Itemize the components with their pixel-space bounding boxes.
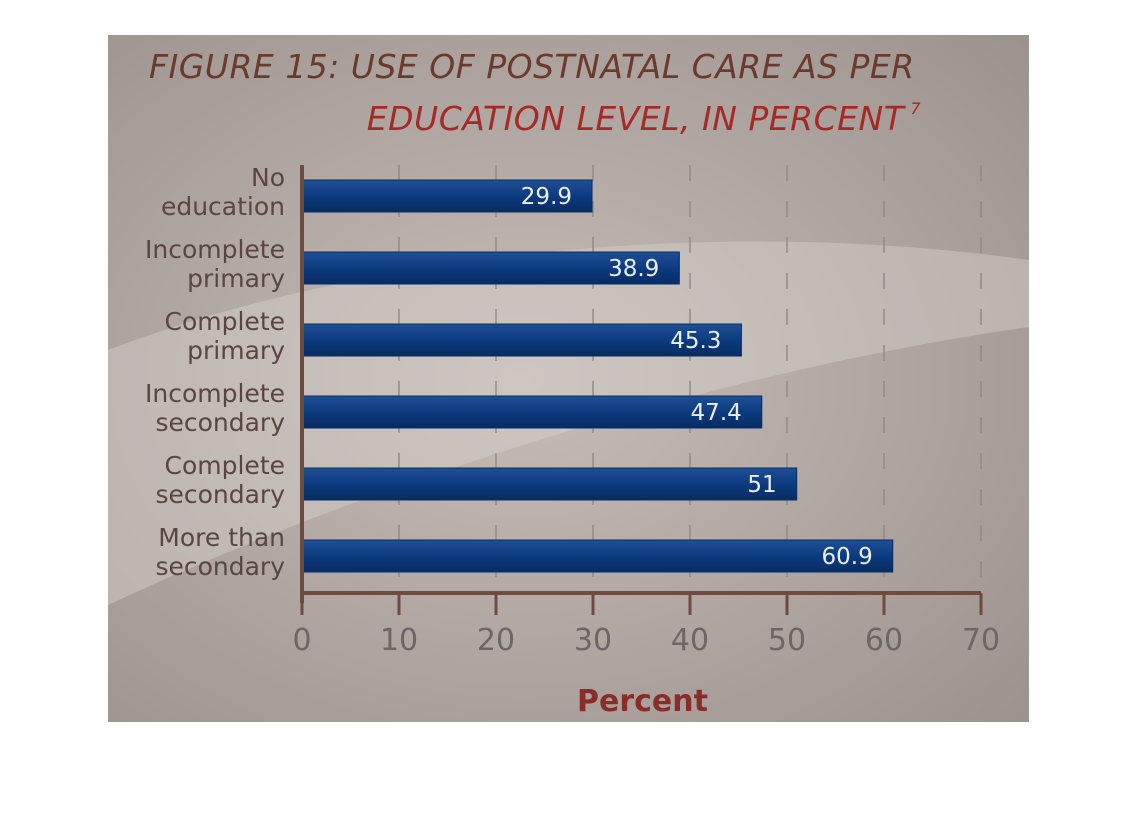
x-tick-label: 60 [865, 623, 903, 658]
category-label: Incomplete [145, 379, 285, 408]
bar-value-label: 47.4 [691, 400, 742, 426]
x-tick-label: 50 [768, 623, 806, 658]
category-label: primary [187, 264, 285, 293]
category-label: secondary [155, 552, 285, 581]
chart-title-line-2: EDUCATION LEVEL, IN PERCENT 7 [367, 99, 921, 138]
x-tick-label: 30 [574, 623, 612, 658]
category-label: Incomplete [145, 235, 285, 264]
x-tick-label: 70 [962, 623, 1000, 658]
bar [301, 323, 742, 357]
chart-title-line-2-text: EDUCATION LEVEL, IN PERCENT [366, 99, 905, 138]
category-label: education [161, 192, 285, 221]
category-label: secondary [155, 480, 285, 509]
bar [301, 179, 593, 213]
bar-value-label: 38.9 [608, 256, 659, 282]
bar-value-label: 45.3 [670, 328, 721, 354]
chart-background [108, 35, 1029, 722]
bar-chart: 29.9Noeducation38.9Incompleteprimary45.3… [108, 35, 1029, 722]
x-tick-label: 20 [477, 623, 515, 658]
category-label: Complete [165, 307, 285, 336]
bar [301, 467, 798, 501]
x-axis-title: Percent [577, 684, 708, 719]
category-label: primary [187, 336, 285, 365]
x-tick-label: 0 [292, 623, 311, 658]
category-label: secondary [155, 408, 285, 437]
category-label: Complete [165, 451, 285, 480]
title-footnote-marker: 7 [910, 99, 921, 118]
bar-value-label: 51 [747, 472, 776, 498]
bar-value-label: 60.9 [822, 544, 873, 570]
chart-title-line-1: FIGURE 15: USE OF POSTNATAL CARE AS PER [149, 47, 915, 86]
x-tick-label: 10 [380, 623, 418, 658]
bar [301, 539, 894, 573]
x-tick-label: 40 [671, 623, 709, 658]
category-label: No [251, 163, 285, 192]
bar-value-label: 29.9 [521, 184, 572, 210]
bar [301, 251, 680, 285]
chart-figure: 29.9 No education 38.9 Incomplete primary 45.3… [108, 35, 1029, 722]
category-label: More than [158, 523, 285, 552]
